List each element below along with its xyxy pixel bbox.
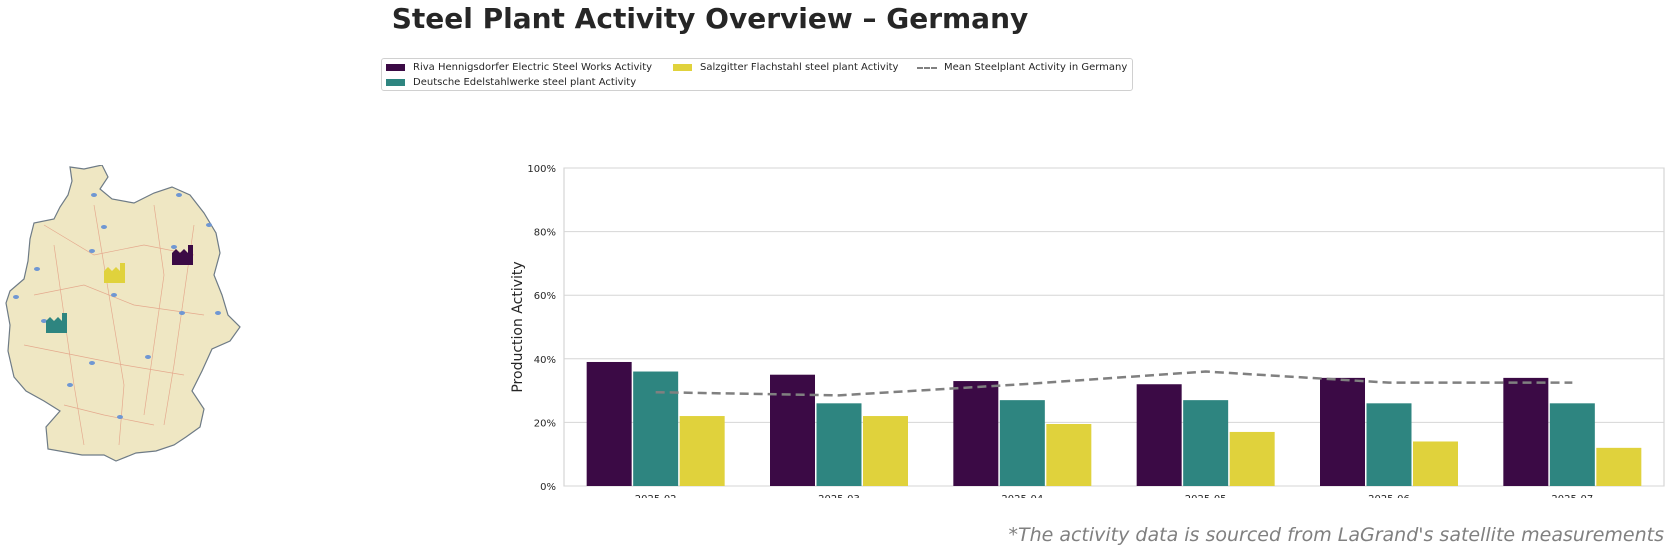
bar — [1596, 447, 1642, 486]
y-axis-label: Production Activity — [510, 261, 526, 392]
legend-label-riva: Riva Hennigsdorfer Electric Steel Works … — [413, 62, 653, 73]
city-markers — [13, 193, 221, 419]
plot-frame — [563, 167, 1665, 487]
bar — [863, 416, 908, 486]
bar — [1046, 423, 1092, 486]
legend-label-salzgitter: Salzgitter Flachstahl steel plant Activi… — [700, 62, 899, 73]
bar — [1183, 400, 1229, 486]
y-tick-label: 40% — [534, 355, 556, 366]
gridlines — [563, 167, 1665, 487]
x-tick-label: 2025-02 — [635, 494, 677, 498]
bar-chart: 0% 20% 40% 60% 80% 100% Production Activity 202… — [510, 164, 1665, 498]
y-tick-label: 80% — [534, 228, 556, 239]
bar — [1229, 431, 1275, 486]
y-tick-label: 0% — [540, 482, 556, 493]
bar — [816, 403, 862, 486]
chart-title: Steel Plant Activity Overview – Germany — [391, 2, 1029, 35]
bar — [1549, 403, 1595, 486]
data-source-footnote: *The activity data is sourced from LaGra… — [1008, 524, 1664, 546]
bar — [1413, 441, 1458, 486]
legend-swatch-riva — [386, 64, 405, 71]
legend-swatch-salzgitter — [673, 64, 692, 71]
bar — [1136, 384, 1182, 486]
legend-label-deutsche-edelstahlwerke: Deutsche Edelstahlwerke steel plant Acti… — [413, 77, 637, 88]
bars — [586, 361, 1642, 486]
bar — [586, 361, 632, 486]
y-tick-label: 60% — [534, 291, 556, 302]
legend-swatch-deutsche-edelstahlwerke — [386, 79, 405, 86]
germany-outline — [5, 165, 241, 462]
legend-label-mean: Mean Steelplant Activity in Germany — [944, 62, 1128, 73]
plant-marker-deutsche-edelstahlwerke — [46, 313, 67, 333]
chart-legend: Riva Hennigsdorfer Electric Steel Works … — [381, 58, 1133, 91]
y-tick-label: 20% — [534, 418, 556, 429]
legend-item-riva: Riva Hennigsdorfer Electric Steel Works … — [386, 62, 652, 73]
bar — [953, 381, 999, 486]
x-tick-label: 2025-04 — [1001, 494, 1043, 498]
plant-marker-salzgitter — [104, 263, 125, 283]
legend-item-mean: Mean Steelplant Activity in Germany — [917, 62, 1127, 73]
bar — [633, 371, 679, 486]
y-tick-label: 100% — [527, 164, 556, 175]
legend-item-salzgitter: Salzgitter Flachstahl steel plant Activi… — [673, 62, 898, 73]
x-tick-label: 2025-07 — [1551, 494, 1593, 498]
legend-swatch-mean — [917, 66, 937, 69]
plant-marker-riva — [172, 245, 193, 265]
x-tick-label: 2025-03 — [818, 494, 860, 498]
axes: 0% 20% 40% 60% 80% 100% Production Activity 202… — [510, 164, 1593, 498]
bar — [770, 374, 815, 486]
bar — [679, 416, 725, 486]
bar — [1366, 403, 1412, 486]
bar — [999, 400, 1045, 486]
bar — [1320, 377, 1365, 486]
x-tick-label: 2025-06 — [1368, 494, 1410, 498]
germany-map — [5, 165, 241, 462]
bar — [1503, 377, 1549, 486]
road-network — [23, 204, 205, 446]
x-tick-label: 2025-05 — [1185, 494, 1227, 498]
legend-item-deutsche-edelstahlwerke: Deutsche Edelstahlwerke steel plant Acti… — [386, 77, 636, 88]
